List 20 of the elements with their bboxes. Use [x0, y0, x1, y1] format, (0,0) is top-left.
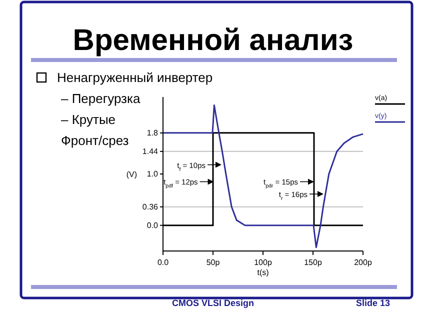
text: CMOS VLSI Design	[172, 298, 254, 308]
x-axis-title: t(s)	[257, 268, 270, 277]
y-tick-label: 1.44	[142, 146, 159, 156]
y-axis-title: (V)	[126, 170, 138, 179]
line-series	[162, 104, 364, 248]
y-tick-label: 0.0	[146, 220, 159, 230]
x-tick-label: 50p	[206, 258, 220, 267]
x-tick-label: 200p	[354, 258, 372, 267]
x-tick-label: 0.0	[157, 258, 170, 267]
text: – Перегурзка	[61, 91, 141, 106]
y-tick-label: 1.8	[146, 128, 159, 138]
y-tick-label: 1.0	[146, 170, 159, 178]
text: – Крутые	[61, 112, 116, 127]
x-tick-label: 100p	[254, 258, 272, 267]
chart-title: Временной анализ	[72, 24, 354, 57]
x-tick-label: 150p	[304, 258, 322, 267]
text: Фронт/срез	[61, 133, 129, 148]
text: Ненагруженный инвертер	[57, 70, 213, 85]
text: Slide 13	[356, 298, 390, 308]
y-tick-label: 0.36	[142, 202, 159, 212]
